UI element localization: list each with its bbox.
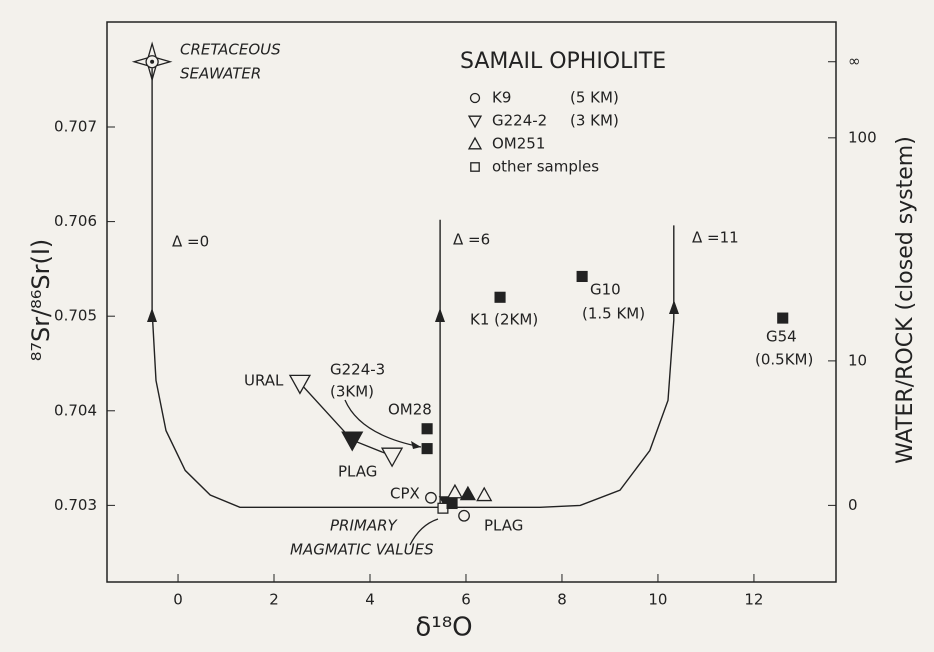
marker	[458, 509, 470, 522]
marker	[494, 291, 506, 303]
seawater-label: SEAWATER	[180, 65, 261, 83]
legend-depth: (5 KM)	[570, 89, 619, 107]
y-tick-label: 0.704	[54, 401, 97, 419]
marker	[459, 485, 477, 501]
marker	[421, 443, 433, 455]
x-tick-label: 12	[744, 591, 763, 609]
arrowhead	[411, 441, 421, 449]
annotation: PLAG	[338, 463, 377, 481]
x-tick-label: 0	[173, 591, 183, 609]
marker	[421, 423, 433, 435]
arrow	[344, 399, 422, 448]
annotation: MAGMATIC VALUES	[290, 541, 434, 559]
seawater-dot	[150, 59, 155, 64]
y-tick-label: 0.707	[54, 118, 97, 136]
y2-tick-label: 0	[848, 496, 858, 514]
marker	[437, 502, 449, 514]
legend-title: SAMAIL OPHIOLITE	[460, 49, 666, 74]
marker	[476, 486, 493, 502]
legend-depth: (3 KM)	[570, 112, 619, 130]
curve-label: Δ =6	[453, 231, 490, 249]
x-tick-label: 6	[461, 591, 471, 609]
annotation: CPX	[390, 485, 420, 503]
marker	[446, 483, 464, 499]
marker	[777, 312, 789, 324]
x-axis-label: δ¹⁸O	[415, 613, 472, 643]
legend-label: G224-2	[492, 112, 547, 130]
seawater-point	[131, 41, 173, 83]
x-tick-label: 2	[269, 591, 279, 609]
annotation: PLAG	[484, 517, 523, 535]
x-tick-label: 8	[557, 591, 567, 609]
seawater-star	[131, 41, 173, 83]
annotation: G224-3	[330, 361, 385, 379]
plot-frame	[106, 21, 837, 583]
seawater-label: CRETACEOUS	[180, 41, 281, 59]
y-tick-label: 0.705	[54, 307, 97, 325]
legend-marker	[467, 115, 483, 129]
marker	[380, 447, 404, 468]
annotation: (3KM)	[330, 383, 374, 401]
annotation: (1.5 KM)	[582, 305, 645, 323]
legend-label: OM251	[492, 135, 545, 153]
y2-tick-label: 10	[848, 351, 867, 369]
annotation: K1 (2KM)	[470, 311, 538, 329]
curve	[440, 225, 675, 508]
y2-tick-label: ∞	[848, 52, 861, 70]
annotation: OM28	[388, 401, 432, 419]
annotation: (0.5KM)	[755, 351, 813, 369]
annotation: G54	[766, 328, 797, 346]
legend-label: K9	[492, 89, 511, 107]
x-tick-label: 10	[648, 591, 667, 609]
annotation: G10	[590, 281, 621, 299]
annotation: PRIMARY	[330, 517, 399, 535]
marker	[425, 491, 437, 504]
legend-marker	[470, 162, 480, 172]
legend-label: other samples	[492, 158, 599, 176]
curve-label: Δ =11	[692, 229, 739, 247]
marker	[288, 374, 312, 395]
x-tick-label: 4	[365, 591, 375, 609]
y-tick-label: 0.706	[54, 212, 97, 230]
legend-marker	[469, 92, 481, 104]
curve-label: Δ =0	[172, 233, 209, 251]
marker	[446, 497, 458, 510]
y-tick-label: 0.703	[54, 496, 97, 514]
y2-tick-label: 100	[848, 128, 877, 146]
legend-marker	[467, 136, 483, 150]
y2-axis-label: WATER/ROCK (closed system)	[893, 136, 918, 464]
marker	[341, 431, 364, 452]
arrow	[409, 518, 439, 546]
curve	[151, 68, 441, 508]
y-axis-label: ⁸⁷Sr/⁸⁶Sr(I)	[27, 239, 55, 362]
annotation: URAL	[244, 372, 284, 390]
marker	[576, 270, 588, 283]
